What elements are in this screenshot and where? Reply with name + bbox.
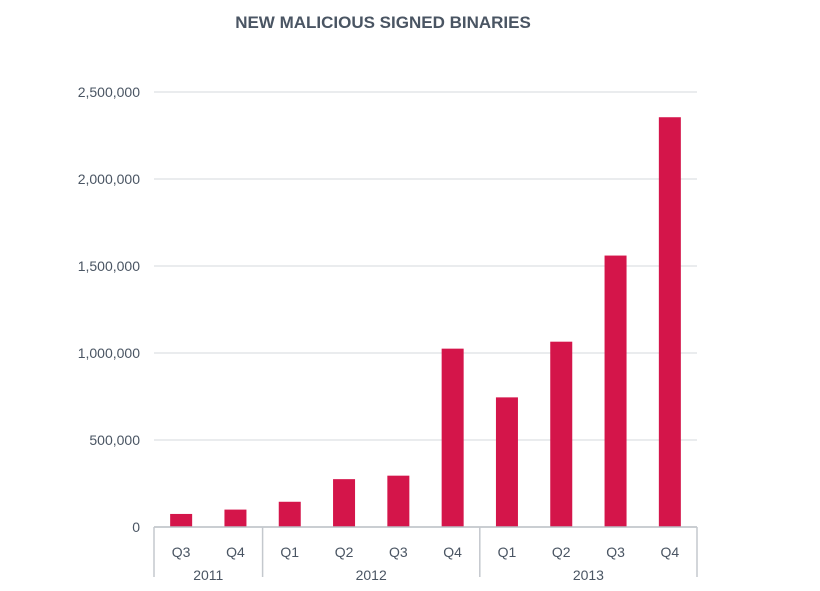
x-tick-label: Q2 (335, 544, 354, 560)
x-tick-label: Q2 (552, 544, 571, 560)
bar (387, 475, 410, 527)
x-tick-label: Q4 (443, 544, 462, 560)
y-axis: 0 500,000 1,000,000 1,500,000 2,000,000 2,500… (78, 84, 141, 535)
chart-title: NEW MALICIOUS SIGNED BINARIES (235, 13, 531, 32)
x-group-label: 2011 (193, 567, 223, 583)
bar (604, 255, 627, 527)
x-tick-label: Q3 (389, 544, 408, 560)
x-group-label: 2013 (573, 567, 604, 583)
y-tick-label: 2,000,000 (78, 171, 140, 187)
x-tick-label: Q3 (172, 544, 191, 560)
y-tick-label: 2,500,000 (78, 84, 140, 100)
y-tick-label: 1,000,000 (78, 345, 140, 361)
bar (550, 341, 573, 527)
bar (441, 348, 464, 527)
bar (658, 117, 681, 527)
x-group-label: 2012 (356, 567, 387, 583)
x-tick-label: Q4 (661, 544, 680, 560)
bar (333, 479, 356, 527)
x-tick-label: Q3 (606, 544, 625, 560)
y-tick-label: 500,000 (89, 432, 140, 448)
x-tick-label: Q1 (280, 544, 299, 560)
bar (495, 397, 518, 527)
bars (170, 117, 681, 527)
x-tick-label: Q1 (498, 544, 517, 560)
bar (224, 509, 247, 527)
y-tick-label: 1,500,000 (78, 258, 140, 274)
x-tick-label: Q4 (226, 544, 245, 560)
y-tick-label: 0 (132, 519, 140, 535)
bar (170, 513, 193, 527)
bar (278, 501, 301, 527)
